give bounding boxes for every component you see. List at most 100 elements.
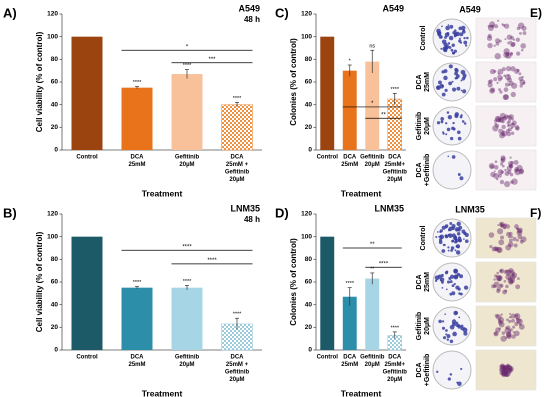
x-axis-label: Treatment <box>142 188 183 198</box>
colony-cell <box>501 124 506 130</box>
colony-cell <box>499 268 505 274</box>
colony-cell <box>516 228 519 231</box>
colony-cell <box>499 367 505 373</box>
colony-cell <box>505 66 512 72</box>
colony-cell <box>510 131 515 135</box>
colony-dot <box>434 279 438 282</box>
colony-dot <box>440 279 443 282</box>
colony-dot <box>462 89 467 94</box>
x-tick-label: 20µM <box>387 377 402 383</box>
colony-dot <box>451 319 457 324</box>
colony-cell <box>509 243 512 247</box>
colony-cell <box>493 44 496 47</box>
colony-dot <box>449 373 453 376</box>
colony-cell <box>505 373 509 377</box>
colony-cell <box>490 164 494 169</box>
colony-cell <box>487 79 492 84</box>
colony-cell <box>498 128 504 134</box>
colony-cell <box>502 365 508 371</box>
y-tick-label: 0 <box>54 147 58 154</box>
row-label: DCA <box>416 274 423 289</box>
comparison-label: * <box>186 44 189 50</box>
colony-cell <box>506 364 511 369</box>
y-tick-label: 60 <box>305 79 313 86</box>
colony-cell <box>501 372 506 377</box>
colony-cell <box>506 332 512 338</box>
colony-dot <box>444 313 446 316</box>
colony-dot <box>459 292 463 296</box>
colony-cell <box>501 224 507 229</box>
colony-cell <box>499 90 503 94</box>
colony-cell <box>512 325 516 329</box>
colony-dot <box>462 29 465 32</box>
colony-cell <box>489 21 496 28</box>
x-tick-label: DCA <box>388 155 402 161</box>
colony-dot <box>438 31 442 34</box>
colony-cell <box>508 238 513 243</box>
colony-cell <box>514 68 520 74</box>
x-tick-label: 25mM <box>341 162 358 168</box>
colony-cell <box>487 33 492 39</box>
colony-cell <box>496 81 499 85</box>
colony-cell <box>499 112 506 119</box>
colony-cell <box>520 236 527 243</box>
colony-dot <box>441 249 446 253</box>
colony-dot <box>447 155 450 158</box>
colony-dot <box>449 24 454 29</box>
colony-cell <box>495 275 502 281</box>
colony-dot <box>463 231 467 236</box>
colony-cell <box>506 34 513 40</box>
colony-cell <box>509 366 513 370</box>
colony-cell <box>493 172 500 179</box>
colony-cell <box>493 278 496 281</box>
colony-dot <box>451 224 456 229</box>
colony-cell <box>494 160 498 164</box>
colony-dot <box>445 122 448 125</box>
colony-cell <box>505 244 512 251</box>
colony-cell <box>502 365 506 369</box>
colony-dot <box>454 68 459 73</box>
colony-cell <box>499 221 505 228</box>
colony-cell <box>496 228 504 235</box>
colony-cell <box>503 223 508 227</box>
colony-cell <box>509 235 513 239</box>
colony-cell <box>508 114 514 120</box>
y-tick-label: 60 <box>51 79 59 86</box>
colony-cell <box>508 235 511 239</box>
colony-cell <box>505 274 512 281</box>
colony-cell <box>493 170 496 173</box>
comparison-label: **** <box>379 261 389 267</box>
colony-cell <box>508 231 513 236</box>
micrograph <box>475 149 537 191</box>
colony-cell <box>519 239 524 244</box>
colony-cell <box>499 269 503 273</box>
colony-cell <box>510 269 515 274</box>
y-tick-label: 20 <box>305 124 313 131</box>
colony-dot <box>455 239 458 242</box>
colony-dot <box>442 131 445 134</box>
significance-label: **** <box>345 281 354 287</box>
micrograph <box>475 61 537 103</box>
colony-dot <box>445 333 448 336</box>
significance-label: **** <box>183 63 192 69</box>
colony-cell <box>497 72 500 75</box>
y-tick-label: 0 <box>308 147 312 154</box>
colony-dot <box>448 81 453 86</box>
colony-dot <box>439 234 445 240</box>
colony-cell <box>497 278 501 282</box>
colony-cell <box>509 40 513 43</box>
colony-cell <box>505 325 511 331</box>
panel-label: F) <box>530 206 541 220</box>
colony-dot <box>445 25 450 31</box>
colony-cell <box>493 284 497 289</box>
colony-dot <box>447 377 451 381</box>
colony-cell <box>498 239 505 246</box>
colony-cell <box>511 123 514 126</box>
colony-dot <box>447 42 451 45</box>
colony-cell <box>510 66 516 72</box>
significance-label: **** <box>390 87 399 93</box>
colony-cell <box>516 68 520 73</box>
y-tick-label: 80 <box>305 56 313 63</box>
colony-cell <box>501 370 508 377</box>
significance-label: * <box>349 58 352 64</box>
